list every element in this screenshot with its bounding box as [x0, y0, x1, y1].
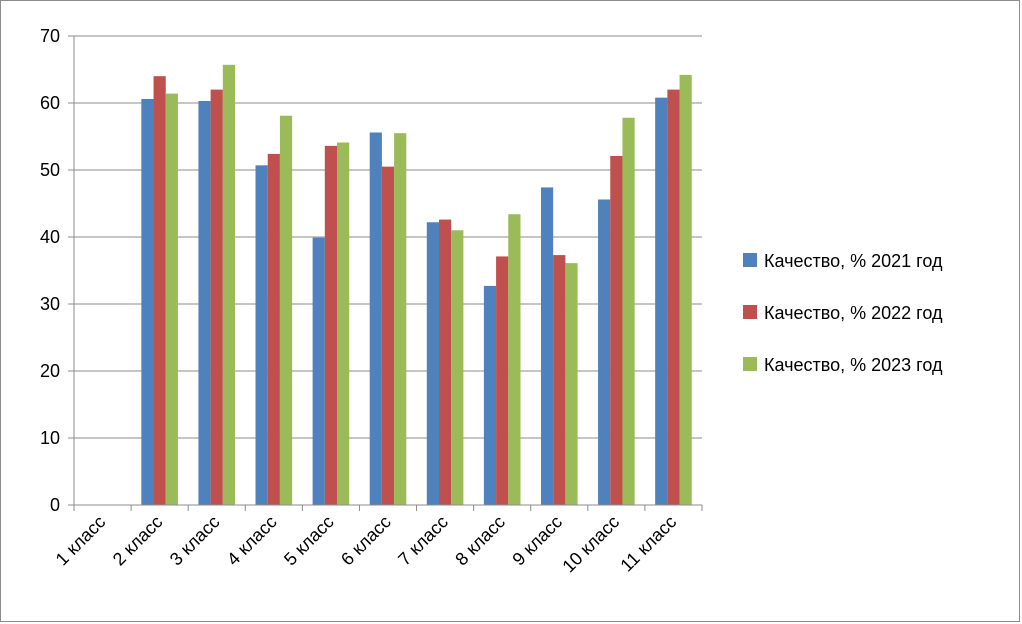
bar-6-класс-series-2 [381, 166, 395, 505]
bar-3-класс-series-1 [198, 100, 211, 506]
legend-label: Качество, % 2022 год [764, 303, 943, 323]
legend: Качество, % 2021 год Качество, % 2022 год… [743, 251, 943, 375]
bar-5-класс-series-1 [312, 237, 325, 506]
x-tick-label: 10 класс [558, 512, 623, 577]
bar-10-класс-series-2 [610, 155, 623, 505]
bar-6-класс-series-3 [394, 133, 407, 505]
bar-7-класс-series-2 [438, 219, 452, 505]
x-tick-label: 8 класс [451, 512, 509, 570]
bar-11-класс-series-3 [679, 74, 692, 506]
x-tick-label: 3 класс [166, 512, 224, 570]
x-tick-labels: 1 класс 2 класс 3 класс 4 класс 5 класс 6 кла… [52, 512, 681, 577]
bar-4-класс-series-3 [279, 115, 293, 505]
x-tick-label: 6 класс [337, 512, 395, 570]
bar-8-класс-series-3 [508, 214, 521, 505]
bar-11-класс-series-2 [667, 89, 680, 505]
bar-4-класс-series-1 [255, 165, 268, 505]
bar-3-класс-series-3 [222, 64, 236, 505]
bars [141, 64, 692, 506]
bar-2-класс-series-2 [153, 76, 166, 505]
x-tick-label: 1 класс [52, 512, 110, 570]
bar-10-класс-series-3 [622, 117, 635, 506]
legend-label: Качество, % 2021 год [764, 251, 943, 271]
x-tick-label: 11 класс [616, 512, 680, 576]
bar-5-класс-series-2 [324, 145, 338, 505]
y-tick-label: 70 [40, 26, 60, 46]
bar-4-класс-series-2 [267, 153, 280, 506]
bar-8-класс-series-2 [496, 256, 509, 505]
y-tick-label: 60 [40, 93, 60, 113]
bar-9-класс-series-3 [565, 263, 578, 505]
bar-5-класс-series-3 [337, 142, 350, 505]
y-tick-label: 50 [40, 160, 60, 180]
y-tick-label: 30 [40, 294, 60, 314]
bar-3-класс-series-2 [210, 89, 223, 505]
x-tick-label: 2 класс [109, 512, 167, 570]
bar-7-класс-series-1 [426, 222, 439, 505]
x-tick-label: 4 класс [223, 512, 281, 570]
y-tick-label: 20 [40, 361, 60, 381]
x-tick-label: 7 класс [394, 512, 452, 570]
axes [68, 36, 703, 511]
x-tick-label: 5 класс [280, 512, 338, 570]
bar-2-класс-series-1 [141, 98, 154, 505]
bar-7-класс-series-3 [451, 230, 464, 506]
bar-9-класс-series-2 [553, 255, 566, 505]
y-tick-labels: 0 10 20 30 40 50 60 70 [40, 26, 60, 515]
bar-2-класс-series-3 [165, 93, 178, 506]
bar-11-класс-series-1 [655, 97, 668, 505]
legend-swatch [743, 305, 757, 319]
legend-swatch [743, 357, 757, 371]
y-tick-label: 40 [40, 227, 60, 247]
y-tick-label: 0 [50, 495, 60, 515]
y-tick-label: 10 [40, 428, 60, 448]
bar-9-класс-series-1 [540, 187, 554, 506]
x-tick-label: 9 класс [508, 512, 566, 570]
bar-8-класс-series-1 [483, 285, 497, 505]
bar-6-класс-series-1 [369, 132, 382, 506]
legend-label: Качество, % 2023 год [764, 355, 943, 375]
legend-swatch [743, 253, 757, 267]
bar-10-класс-series-1 [598, 199, 611, 506]
